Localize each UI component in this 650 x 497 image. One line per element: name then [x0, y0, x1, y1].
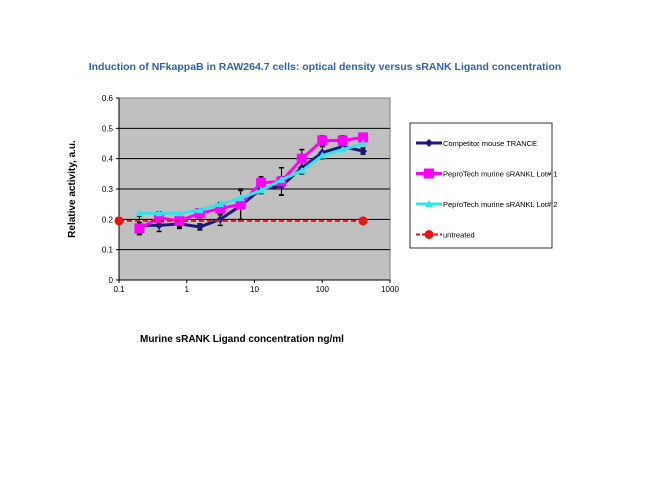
legend-label: PeproTech murine sRANKL Lot# 1 [443, 170, 557, 179]
x-tick-label: 100 [316, 285, 330, 294]
data-point [318, 151, 327, 159]
data-point [337, 135, 348, 146]
data-point [114, 216, 124, 226]
y-tick-label: 0.3 [102, 185, 114, 194]
legend-item: PeproTech murine sRANKL Lot# 2 [416, 200, 557, 209]
x-tick-label: 0.1 [113, 285, 125, 294]
legend-label: PeproTech murine sRANKL Lot# 2 [443, 200, 557, 209]
data-point [359, 139, 368, 147]
chart-title: Induction of NFkappaB in RAW264.7 cells:… [89, 61, 562, 73]
data-point [359, 147, 368, 156]
x-tick-label: 1000 [381, 285, 399, 294]
legend-item: untreated [416, 230, 475, 240]
y-tick-label: 0.1 [102, 246, 114, 255]
legend-marker [424, 230, 434, 239]
legend-marker [425, 200, 433, 207]
data-point [135, 209, 144, 217]
legend-label: Competitor mouse TRANCE [443, 139, 537, 148]
data-point [236, 194, 245, 202]
y-tick-label: 0.2 [102, 215, 114, 224]
y-tick-label: 0.6 [102, 94, 114, 103]
data-point [235, 199, 246, 210]
y-tick-label: 0.4 [102, 155, 114, 164]
y-axis-label: Relative activity, a.u. [67, 140, 78, 238]
data-point [216, 200, 225, 208]
data-point [338, 145, 347, 153]
series-2 [135, 139, 368, 217]
data-point [297, 166, 306, 174]
data-point [358, 216, 368, 226]
x-tick-label: 1 [185, 285, 190, 294]
data-point [257, 186, 266, 194]
y-tick-label: 0 [109, 276, 114, 285]
x-tick-label: 10 [250, 285, 259, 294]
data-point [277, 175, 286, 183]
data-point [256, 177, 267, 188]
legend-item: Competitor mouse TRANCE [416, 139, 537, 148]
data-point [215, 203, 226, 214]
legend-marker [424, 168, 434, 179]
data-point [296, 153, 307, 164]
data-point [134, 223, 145, 234]
legend-marker [425, 139, 433, 147]
data-point [175, 209, 184, 217]
legend-label: untreated [443, 231, 475, 240]
data-point [195, 222, 204, 231]
data-point [195, 206, 204, 214]
y-tick-label: 0.5 [102, 124, 114, 133]
x-axis-label: Murine sRANK Ligand concentration ng/ml [140, 334, 344, 345]
data-point [154, 212, 165, 223]
series-3 [114, 216, 368, 226]
data-point [358, 132, 369, 143]
data-point [194, 208, 205, 219]
series-line [139, 142, 364, 215]
legend-item: PeproTech murine sRANKL Lot# 1 [416, 168, 557, 179]
data-point [155, 209, 164, 217]
data-point [317, 135, 328, 146]
